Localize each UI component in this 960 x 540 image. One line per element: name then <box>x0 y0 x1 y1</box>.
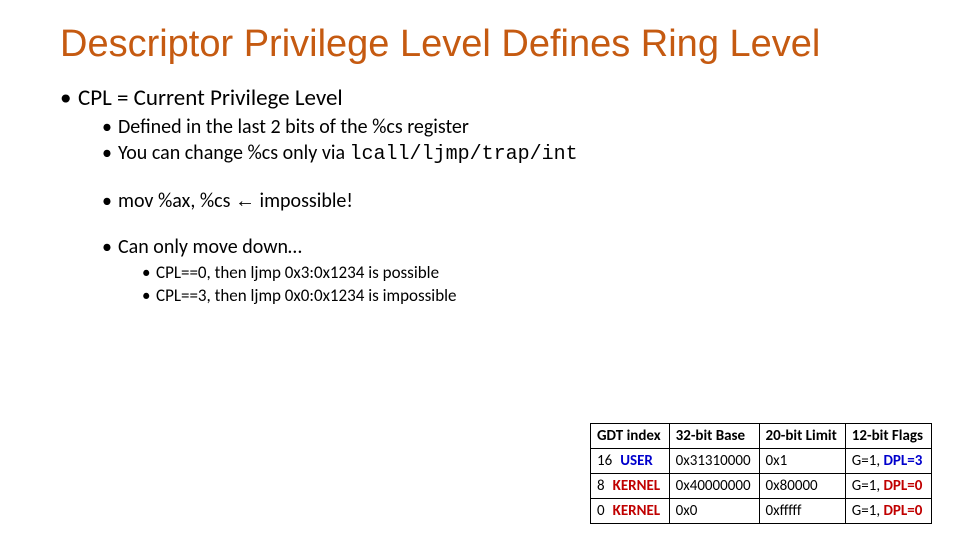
bullet-cpl-sub: Defined in the last 2 bits of the %cs re… <box>102 114 900 168</box>
bullet-defined: Defined in the last 2 bits of the %cs re… <box>102 114 900 140</box>
gdt-table-head: GDT index 32-bit Base 20-bit Limit 12-bi… <box>591 424 932 449</box>
gdt-flags-dpl: DPL=0 <box>883 477 922 495</box>
bullet-mov-post: impossible! <box>255 189 353 213</box>
gdt-seg-label: KERNEL <box>613 477 661 495</box>
bullet-change-cs-code: lcall/ljmp/trap/int <box>350 143 578 166</box>
slide-content: Descriptor Privilege Level Defines Ring … <box>0 0 960 308</box>
bullet-mov-pre: mov %ax, %cs <box>118 189 235 213</box>
gdt-index-cell: 16 USER <box>591 449 670 474</box>
gdt-header-row: GDT index 32-bit Base 20-bit Limit 12-bi… <box>591 424 932 449</box>
bullet-mov: mov %ax, %cs ← impossible! <box>102 188 900 214</box>
gdt-limit-cell: 0x80000 <box>759 474 845 499</box>
gdt-flags-cell: G=1, DPL=0 <box>845 474 931 499</box>
gdt-index-value: 8 <box>597 477 605 495</box>
gdt-flags-cell: G=1, DPL=0 <box>845 499 931 524</box>
table-row: 8KERNEL0x400000000x80000G=1, DPL=0 <box>591 474 932 499</box>
gdt-flags-dpl: DPL=3 <box>883 452 922 470</box>
bullet-change-cs-pre: You can change %cs only via <box>118 141 350 165</box>
gdt-base-cell: 0x31310000 <box>669 449 759 474</box>
gdt-base-cell: 0x0 <box>669 499 759 524</box>
gdt-h-flags: 12-bit Flags <box>845 424 931 449</box>
gdt-seg-label: KERNEL <box>613 502 661 520</box>
gdt-index-cell: 8 KERNEL <box>591 474 670 499</box>
gdt-flags-dpl: DPL=0 <box>883 502 922 520</box>
gdt-limit-cell: 0xfffff <box>759 499 845 524</box>
gdt-index-cell: 0 KERNEL <box>591 499 670 524</box>
gdt-limit-cell: 0x1 <box>759 449 845 474</box>
bullet-cpl0: CPL==0, then ljmp 0x3:0x1234 is possible <box>142 262 900 285</box>
gdt-h-index: GDT index <box>591 424 670 449</box>
spacer-1 <box>78 168 900 186</box>
gdt-flags-pre: G=1, <box>852 477 884 495</box>
gdt-h-limit: 20-bit Limit <box>759 424 845 449</box>
gdt-seg-label: USER <box>620 452 653 470</box>
gdt-table-body: 16USER0x313100000x1G=1, DPL=38KERNEL0x40… <box>591 449 932 524</box>
slide-title: Descriptor Privilege Level Defines Ring … <box>60 24 900 66</box>
table-row: 16USER0x313100000x1G=1, DPL=3 <box>591 449 932 474</box>
bullet-list: CPL = Current Privilege Level Defined in… <box>60 84 900 308</box>
bullet-down-item: Can only move down… CPL==0, then ljmp 0x… <box>102 234 900 308</box>
bullet-down-sub: CPL==0, then ljmp 0x3:0x1234 is possible… <box>142 262 900 308</box>
table-row: 0KERNEL0x00xfffffG=1, DPL=0 <box>591 499 932 524</box>
spacer-2 <box>78 214 900 232</box>
bullet-cpl3: CPL==3, then ljmp 0x0:0x1234 is impossib… <box>142 285 900 308</box>
gdt-base-cell: 0x40000000 <box>669 474 759 499</box>
gdt-table: GDT index 32-bit Base 20-bit Limit 12-bi… <box>590 423 932 524</box>
gdt-flags-pre: G=1, <box>852 502 884 520</box>
arrow-left-icon: ← <box>235 190 255 212</box>
bullet-cpl: CPL = Current Privilege Level Defined in… <box>60 84 900 308</box>
gdt-index-value: 0 <box>597 502 605 520</box>
gdt-flags-pre: G=1, <box>852 452 884 470</box>
bullet-down-text: Can only move down… <box>118 235 302 259</box>
gdt-index-value: 16 <box>597 452 612 470</box>
bullet-mov-item: mov %ax, %cs ← impossible! <box>102 188 900 214</box>
bullet-cpl-text: CPL = Current Privilege Level <box>78 84 343 112</box>
gdt-flags-cell: G=1, DPL=3 <box>845 449 931 474</box>
bullet-change-cs: You can change %cs only via lcall/ljmp/t… <box>102 140 900 168</box>
bullet-down: Can only move down… CPL==0, then ljmp 0x… <box>102 234 900 308</box>
gdt-h-base: 32-bit Base <box>669 424 759 449</box>
